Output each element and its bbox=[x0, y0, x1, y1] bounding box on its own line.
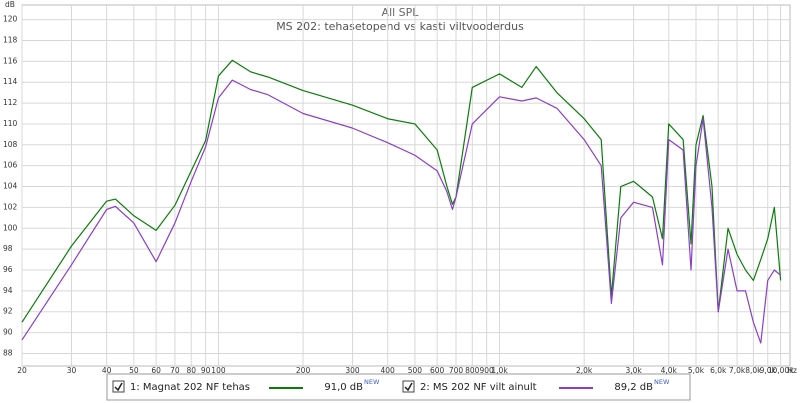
y-tick-label: 94 bbox=[3, 286, 13, 295]
legend-level: 91,0 dB bbox=[324, 382, 363, 393]
legend-label: 1: Magnat 202 NF tehas bbox=[130, 382, 250, 393]
legend-check bbox=[404, 382, 413, 392]
x-tick-label: 4,0k bbox=[661, 366, 678, 375]
legend-check bbox=[114, 382, 123, 392]
x-tick-label: 20 bbox=[17, 366, 27, 375]
y-tick-label: 106 bbox=[3, 161, 18, 170]
x-tick-label: 80 bbox=[186, 366, 196, 375]
x-tick-label: 30 bbox=[67, 366, 77, 375]
y-tick-label: 96 bbox=[3, 265, 13, 274]
legend-checkbox bbox=[402, 380, 415, 393]
x-tick-label: 400 bbox=[381, 366, 396, 375]
x-tick-label: 9,0k bbox=[760, 366, 777, 375]
plot-area bbox=[21, 4, 791, 367]
x-tick-label: 200 bbox=[296, 366, 311, 375]
x-tick-label: 70 bbox=[170, 366, 180, 375]
legend-checkbox bbox=[112, 380, 125, 393]
chart-subtitle: MS 202: tehasetopend vs kasti viltvooder… bbox=[276, 20, 524, 33]
x-axis-label: Hz bbox=[787, 366, 797, 375]
x-tick-label: 6,0k bbox=[710, 366, 727, 375]
x-tick-label: 700 bbox=[449, 366, 464, 375]
x-tick-label: 50 bbox=[129, 366, 139, 375]
x-tick-label: 800 bbox=[465, 366, 480, 375]
legend-badge: NEW bbox=[654, 378, 670, 386]
x-tick-label: 900 bbox=[480, 366, 495, 375]
y-tick-label: 104 bbox=[3, 182, 18, 191]
y-tick-label: 108 bbox=[3, 140, 18, 149]
x-tick-label: 7,0k bbox=[729, 366, 746, 375]
y-tick-label: 110 bbox=[3, 119, 18, 128]
y-tick-label: 100 bbox=[3, 223, 18, 232]
x-tick-label: 1,0k bbox=[491, 366, 508, 375]
x-tick-label: 90 bbox=[201, 366, 211, 375]
y-tick-label: 120 bbox=[3, 15, 18, 24]
y-tick-label: 112 bbox=[3, 98, 18, 107]
y-axis-label: dB bbox=[5, 0, 15, 9]
x-tick-label: 60 bbox=[151, 366, 161, 375]
y-tick-label: 102 bbox=[3, 202, 18, 211]
y-tick-label: 98 bbox=[3, 244, 13, 253]
chart-title: All SPL bbox=[382, 6, 420, 19]
x-tick-label: 100 bbox=[211, 366, 226, 375]
x-tick-label: 600 bbox=[430, 366, 445, 375]
x-tick-label: 3,0k bbox=[625, 366, 642, 375]
legend-label: 2: MS 202 NF vilt ainult bbox=[420, 382, 537, 393]
x-tick-label: 40 bbox=[102, 366, 112, 375]
x-tick-label: 2,0k bbox=[576, 366, 593, 375]
grid bbox=[21, 5, 790, 366]
x-tick-label: 300 bbox=[345, 366, 360, 375]
legend-badge: NEW bbox=[364, 378, 380, 386]
y-tick-label: 114 bbox=[3, 77, 18, 86]
y-tick-label: 116 bbox=[3, 56, 18, 65]
x-tick-label: 8,0k bbox=[745, 366, 762, 375]
y-tick-label: 88 bbox=[3, 348, 13, 357]
x-tick-label: 10,00k bbox=[768, 366, 794, 375]
y-tick-label: 90 bbox=[3, 328, 13, 337]
x-tick-label: 5,0k bbox=[688, 366, 705, 375]
legend-level: 89,2 dB bbox=[614, 382, 653, 393]
x-tick-label: 500 bbox=[408, 366, 423, 375]
y-tick-label: 118 bbox=[3, 35, 18, 44]
y-tick-label: 92 bbox=[3, 307, 13, 316]
series-line bbox=[21, 79, 781, 344]
